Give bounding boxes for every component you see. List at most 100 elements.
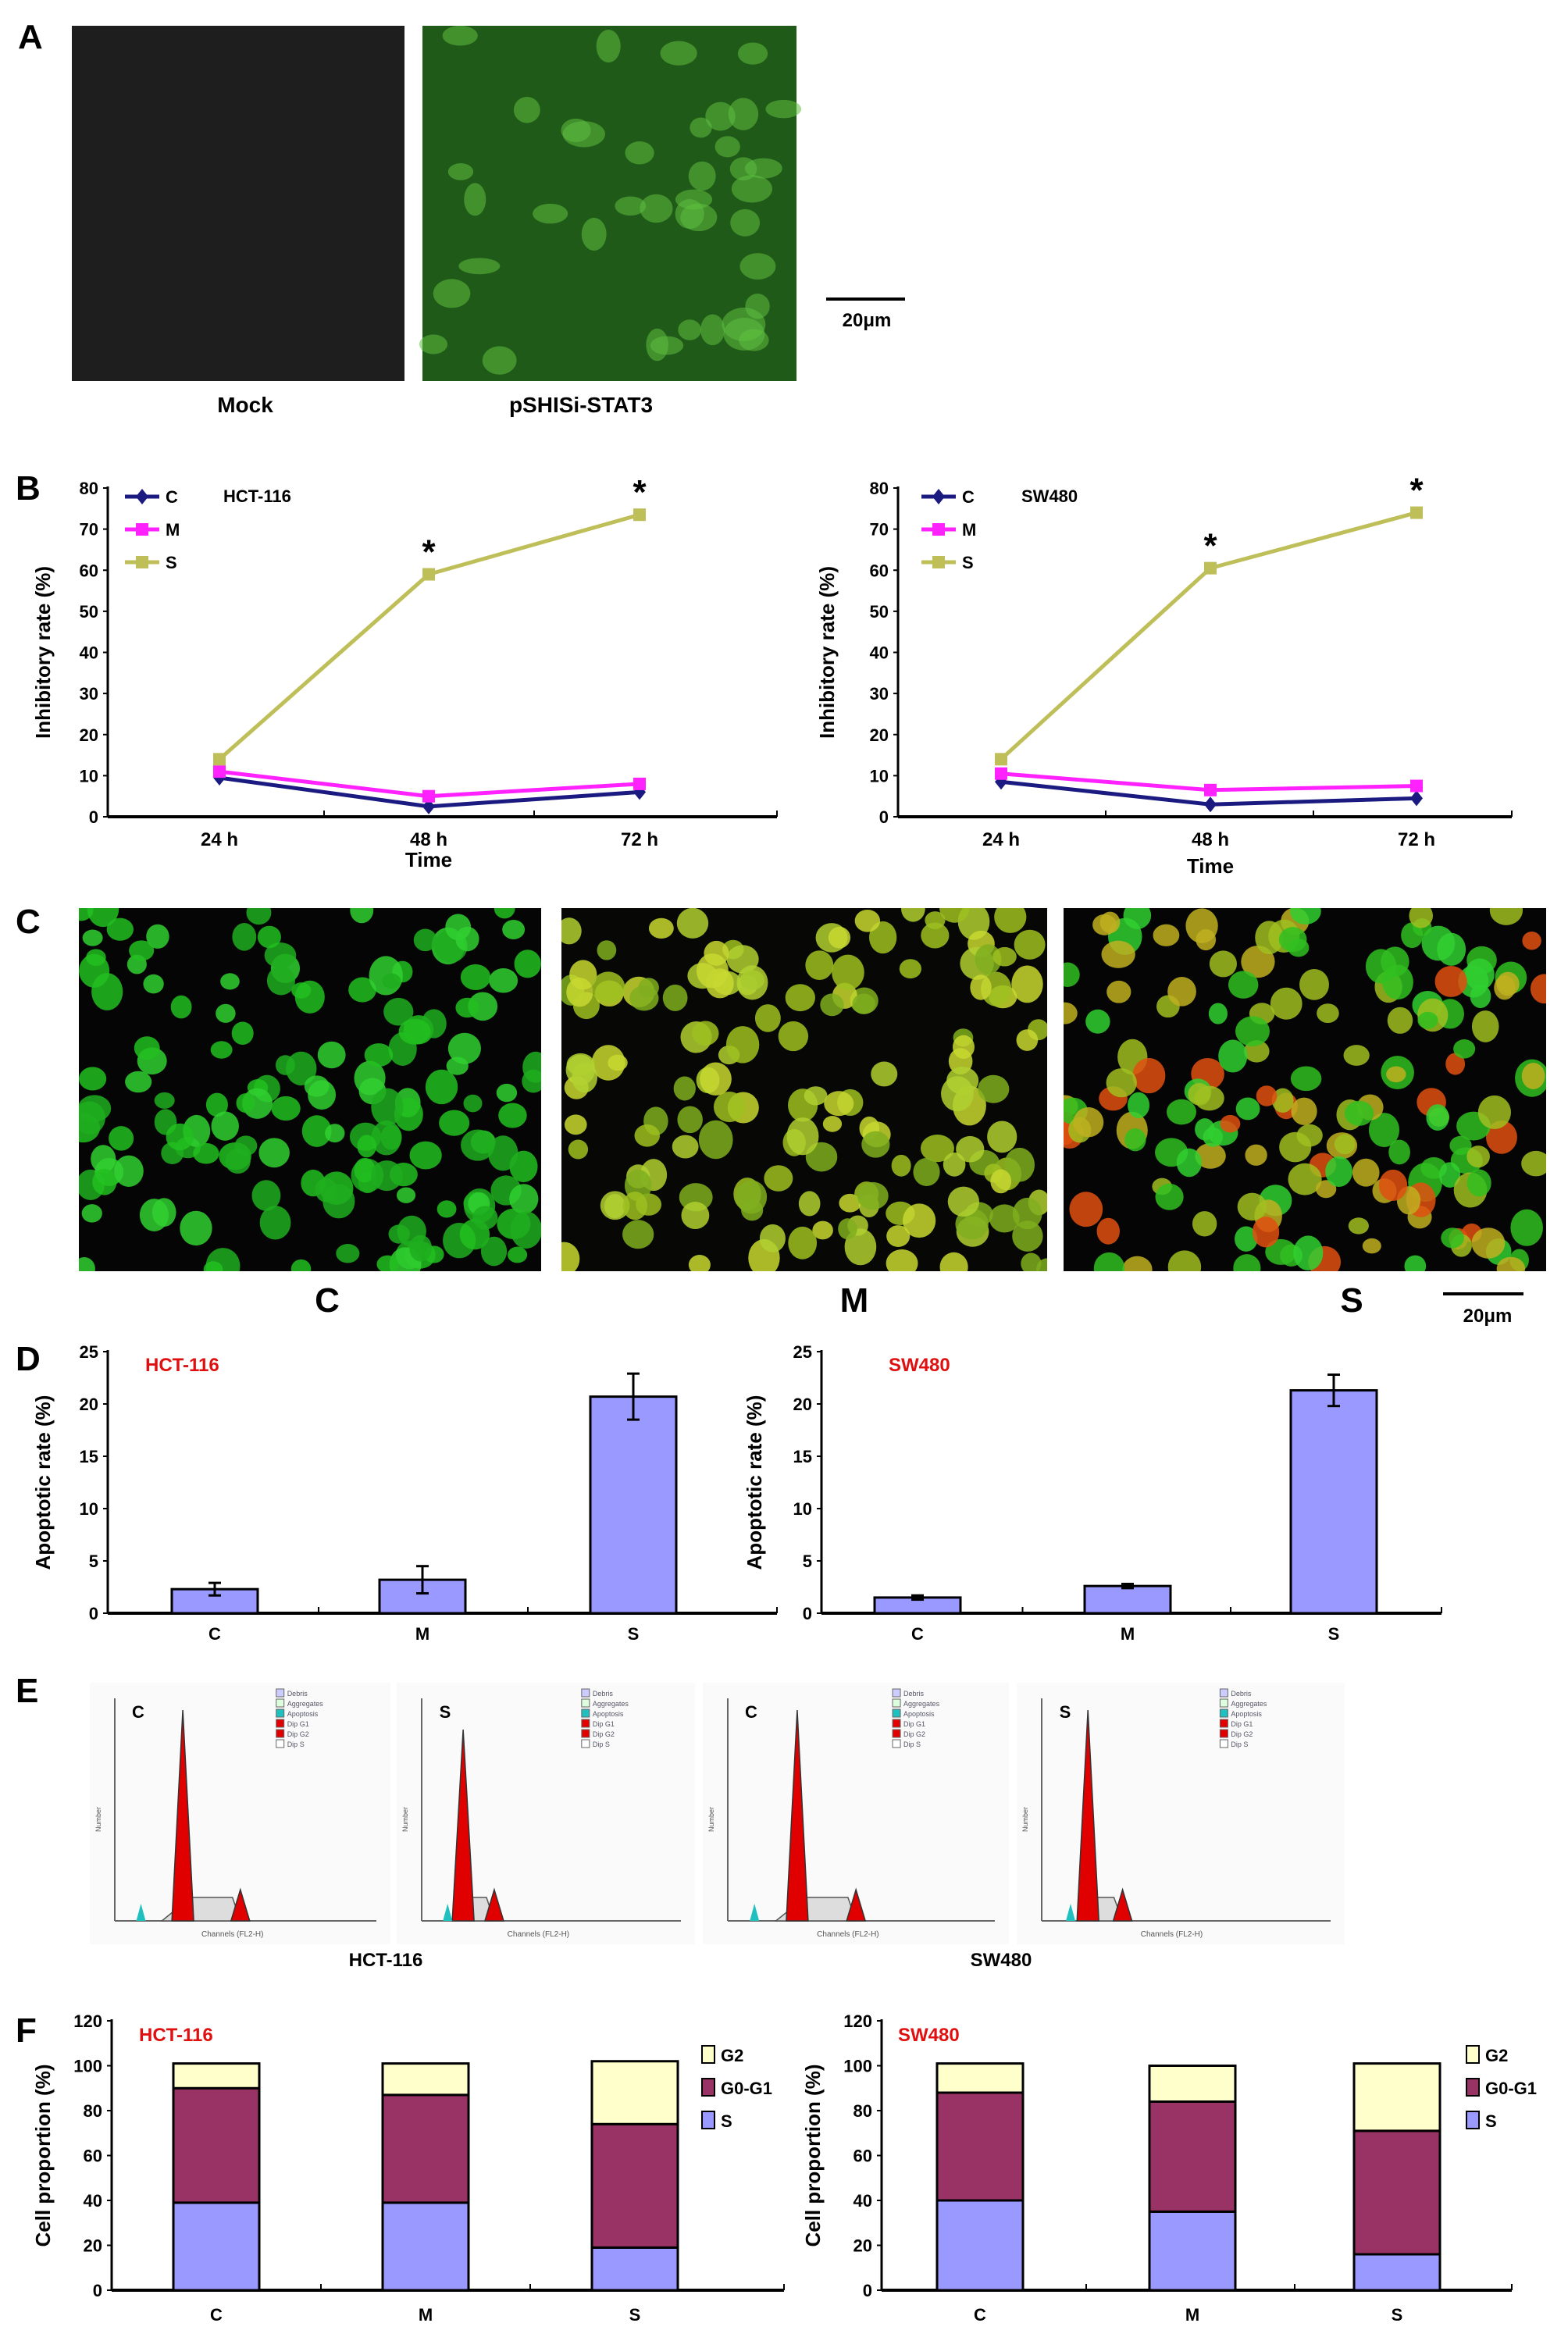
cell [1132, 1057, 1166, 1094]
cell [1012, 1220, 1043, 1252]
cell [472, 1206, 498, 1230]
y-tick-label: 10 [80, 1499, 98, 1519]
x-tick-label: M [419, 2305, 433, 2325]
cell [494, 908, 515, 919]
y-tick-label: 10 [80, 766, 98, 786]
y-tick-label: 5 [803, 1552, 812, 1571]
cell [1122, 1256, 1153, 1271]
y-tick-label: 0 [89, 807, 98, 827]
cell [597, 940, 617, 960]
scale-bar-label: 20μm [843, 310, 892, 331]
cell [1404, 1255, 1427, 1271]
cell [1208, 1003, 1228, 1024]
cell [482, 346, 517, 375]
dip-g2-peak [846, 1887, 867, 1922]
dip-g1-peak [1076, 1709, 1099, 1922]
cell [1466, 1145, 1490, 1168]
bar-chart-d-hct116: 0 5 10 15 20 25 Apoptotic rate (%) HCT-116 C M S [31, 1342, 778, 1644]
cell [1101, 940, 1135, 968]
y-axis-label: Cell proportion (%) [801, 2065, 825, 2247]
y-tick-label: 80 [84, 2101, 102, 2121]
cell [677, 1106, 703, 1134]
cell [146, 924, 169, 949]
cell [713, 1092, 746, 1123]
y-tick-label: 0 [93, 2281, 102, 2300]
cell [1235, 1016, 1270, 1047]
cell [978, 1074, 1010, 1103]
legend-swatch [581, 1698, 590, 1708]
cell [1445, 1053, 1466, 1075]
cell [1218, 1039, 1248, 1073]
cell [1228, 971, 1259, 999]
cell [1278, 927, 1307, 953]
legend-swatch [1219, 1688, 1228, 1698]
cell [648, 917, 674, 939]
significance-marker: * [422, 533, 436, 572]
data-point [422, 798, 435, 814]
y-tick-label: 10 [793, 1499, 812, 1519]
legend-label: Apoptosis [287, 1710, 319, 1718]
y-tick-label: 40 [84, 2191, 102, 2211]
y-tick-label: 0 [879, 807, 889, 827]
cell [376, 1255, 399, 1271]
cell [1522, 931, 1541, 950]
cell [941, 1076, 974, 1112]
legend-label: S [166, 553, 177, 572]
cell [680, 203, 718, 232]
panel-label-b: B [16, 469, 41, 508]
cell [730, 208, 761, 237]
cell [290, 1259, 312, 1271]
cell [364, 1043, 394, 1067]
y-tick-label: 80 [80, 479, 98, 498]
cell [596, 30, 621, 63]
cell [824, 1091, 854, 1117]
data-point [1410, 779, 1423, 793]
cell [970, 974, 992, 1000]
cell [812, 1220, 833, 1240]
bar-segment-s [1352, 2253, 1441, 2292]
cell [696, 953, 729, 989]
histogram-label: C [745, 1702, 757, 1722]
x-tick-label: 24 h [201, 829, 238, 850]
cell [722, 307, 766, 341]
cell [419, 334, 448, 355]
apoptosis-peak [1066, 1904, 1075, 1921]
dip-g2-peak [230, 1887, 251, 1922]
cell [1106, 1068, 1137, 1098]
cell [1167, 977, 1196, 1007]
legend-label: M [166, 520, 180, 540]
cell [193, 1142, 219, 1164]
legend-swatch [276, 1719, 285, 1728]
apoptosis-peak [136, 1904, 146, 1921]
cell [854, 909, 881, 932]
cell [804, 1086, 828, 1106]
cell [1166, 1099, 1196, 1125]
cell [79, 1257, 95, 1271]
cell [211, 1111, 239, 1141]
cell [902, 1203, 936, 1238]
cell [1325, 1156, 1353, 1187]
cell [1426, 1104, 1449, 1131]
cell [509, 1184, 539, 1214]
cell [939, 908, 970, 923]
y-tick-label: 5 [89, 1552, 98, 1571]
y-tick-label: 25 [80, 1342, 98, 1362]
cell [1299, 968, 1329, 1000]
cell [1466, 1169, 1491, 1197]
cell [79, 953, 110, 988]
cell [232, 923, 257, 951]
cell [1167, 1250, 1202, 1271]
cell [886, 1249, 918, 1271]
y-tick-label: 30 [80, 684, 98, 704]
cell [1510, 1209, 1543, 1246]
cell [1368, 1113, 1400, 1148]
chart-title: SW480 [1021, 486, 1078, 506]
y-tick-label: 120 [843, 2011, 872, 2031]
cell [1378, 1169, 1408, 1201]
cell [615, 196, 647, 216]
legend-label: Dip G1 [593, 1720, 615, 1728]
dip-g2-peak [483, 1887, 504, 1922]
y-axis-label: Inhibitory rate (%) [815, 566, 839, 739]
cell [1096, 1217, 1120, 1245]
cell [741, 1199, 764, 1221]
